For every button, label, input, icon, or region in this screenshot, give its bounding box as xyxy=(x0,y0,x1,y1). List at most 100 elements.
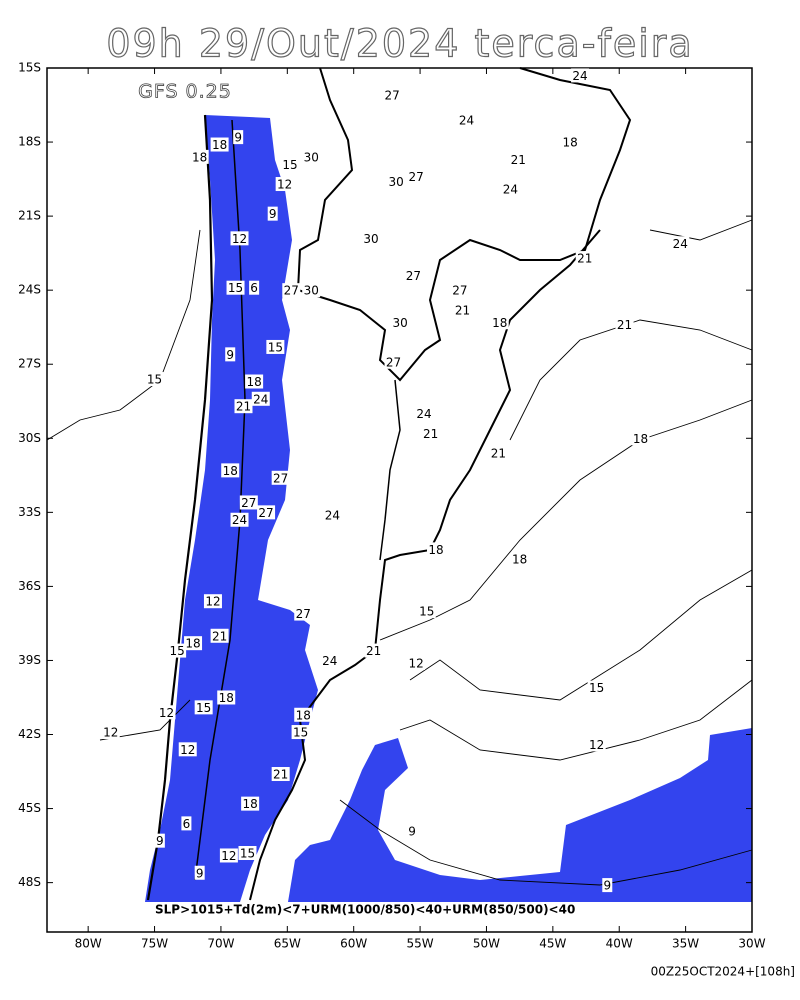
contour-label: 15 xyxy=(228,281,243,295)
contour-label: 12 xyxy=(232,232,247,246)
contour xyxy=(339,799,753,886)
contour-label: 21 xyxy=(577,252,592,266)
contour-label-bg xyxy=(407,655,426,670)
contour-label-bg xyxy=(233,130,244,145)
contour-label: 21 xyxy=(491,447,506,461)
y-tick-label: 39S xyxy=(18,653,41,667)
contour-label: 27 xyxy=(385,89,400,103)
contour-label-bg xyxy=(145,372,164,387)
contour-label-bg xyxy=(184,636,203,651)
contour-label: 15 xyxy=(169,644,184,658)
contour-label-bg xyxy=(245,374,264,389)
contour-label: 30 xyxy=(363,232,378,246)
contour-label: 15 xyxy=(419,605,434,619)
contour-label: 9 xyxy=(196,866,204,880)
contour-label-bg xyxy=(501,181,520,196)
shaded-areas xyxy=(145,115,752,902)
contour-label: 21 xyxy=(455,303,470,317)
x-tick-label: 55W xyxy=(407,937,434,951)
y-tick-label: 30S xyxy=(18,431,41,445)
contour-label: 15 xyxy=(147,373,162,387)
contour xyxy=(509,319,753,441)
contour-label-bg xyxy=(417,604,436,619)
model-label: GFS 0.25 xyxy=(138,81,232,103)
contour-label: 24 xyxy=(322,654,337,668)
x-tick-label: 45W xyxy=(539,937,566,951)
x-tick-label: 80W xyxy=(75,937,102,951)
x-tick-label: 60W xyxy=(340,937,367,951)
contour-label-bg xyxy=(226,280,245,295)
contour-label: 21 xyxy=(366,644,381,658)
contour-label-bg xyxy=(387,174,406,189)
run-info: 00Z25OCT2024+[108h] xyxy=(651,965,795,979)
y-tick-label: 21S xyxy=(18,209,41,223)
contour-label: 15 xyxy=(240,847,255,861)
contour-label-bg xyxy=(225,347,236,362)
contour-label: 15 xyxy=(293,726,308,740)
contour-label-bg xyxy=(510,552,529,567)
andes-area xyxy=(145,115,318,902)
contour-label: 9 xyxy=(226,348,234,362)
contour-label-bg xyxy=(575,251,594,266)
contour-label: 24 xyxy=(416,407,431,421)
contour-label-bg xyxy=(221,463,240,478)
contour-label: 12 xyxy=(589,738,604,752)
contour-label-bg xyxy=(587,680,606,695)
contour-label: 30 xyxy=(389,175,404,189)
contour-label-bg xyxy=(266,339,285,354)
contour-label-bg xyxy=(302,149,321,164)
contour-label: 12 xyxy=(277,178,292,192)
contour-label: 24 xyxy=(325,508,340,522)
contour-label-bg xyxy=(302,283,321,298)
contour-label-bg xyxy=(190,149,209,164)
contour-label: 12 xyxy=(221,849,236,863)
contour-label-bg xyxy=(453,302,472,317)
contour-label-bg xyxy=(267,206,278,221)
contour-label: 18 xyxy=(219,691,234,705)
x-tick-label: 35W xyxy=(672,937,699,951)
x-tick-label: 65W xyxy=(274,937,301,951)
contour-label: 27 xyxy=(408,170,423,184)
contour-label-bg xyxy=(178,742,197,757)
contour-label-bg xyxy=(194,700,213,715)
contour-label: 18 xyxy=(512,553,527,567)
contour-label-bg xyxy=(282,283,301,298)
contour xyxy=(649,219,753,241)
contour-label: 18 xyxy=(492,316,507,330)
ocean-area xyxy=(288,728,752,902)
contour-label-bg xyxy=(383,88,402,103)
contour-label: 21 xyxy=(423,427,438,441)
east-coast xyxy=(249,229,601,901)
contour-label-bg xyxy=(154,833,165,848)
contour-label-bg xyxy=(181,816,192,831)
contour xyxy=(99,699,191,741)
contour-label: 9 xyxy=(234,131,242,145)
west-coast xyxy=(146,114,214,901)
contour-label: 27 xyxy=(284,284,299,298)
x-tick-label: 30W xyxy=(738,937,765,951)
title: 09h 29/Out/2024 terca-feira xyxy=(106,22,693,66)
contour-label: 21 xyxy=(236,400,251,414)
contour-labels: 24 27 24 18 21 18 18 9 15 30 12 30 27 24 9 24 12 30 21 27 15… xyxy=(101,68,690,893)
contour-label: 6 xyxy=(183,817,191,831)
contour-label-bg xyxy=(157,705,176,720)
contour-label-bg xyxy=(271,767,290,782)
contour-label-bg xyxy=(587,737,606,752)
contour-label-bg xyxy=(294,707,313,722)
contour-label: 9 xyxy=(156,834,164,848)
contour-label-bg xyxy=(168,643,187,658)
contour-label: 24 xyxy=(503,182,518,196)
contour-label-bg xyxy=(323,507,342,522)
contour-label: 9 xyxy=(603,879,611,893)
geography xyxy=(46,67,753,901)
contour xyxy=(409,569,753,701)
contour-label-bg xyxy=(509,152,528,167)
contour-label-bg xyxy=(294,606,313,621)
contour-label-bg xyxy=(271,470,290,485)
contour-label-bg xyxy=(230,231,249,246)
contour-label: 18 xyxy=(185,637,200,651)
contour xyxy=(46,229,201,441)
y-tick-label: 24S xyxy=(18,283,41,297)
contour-label: 18 xyxy=(242,797,257,811)
x-tick-label: 40W xyxy=(606,937,633,951)
